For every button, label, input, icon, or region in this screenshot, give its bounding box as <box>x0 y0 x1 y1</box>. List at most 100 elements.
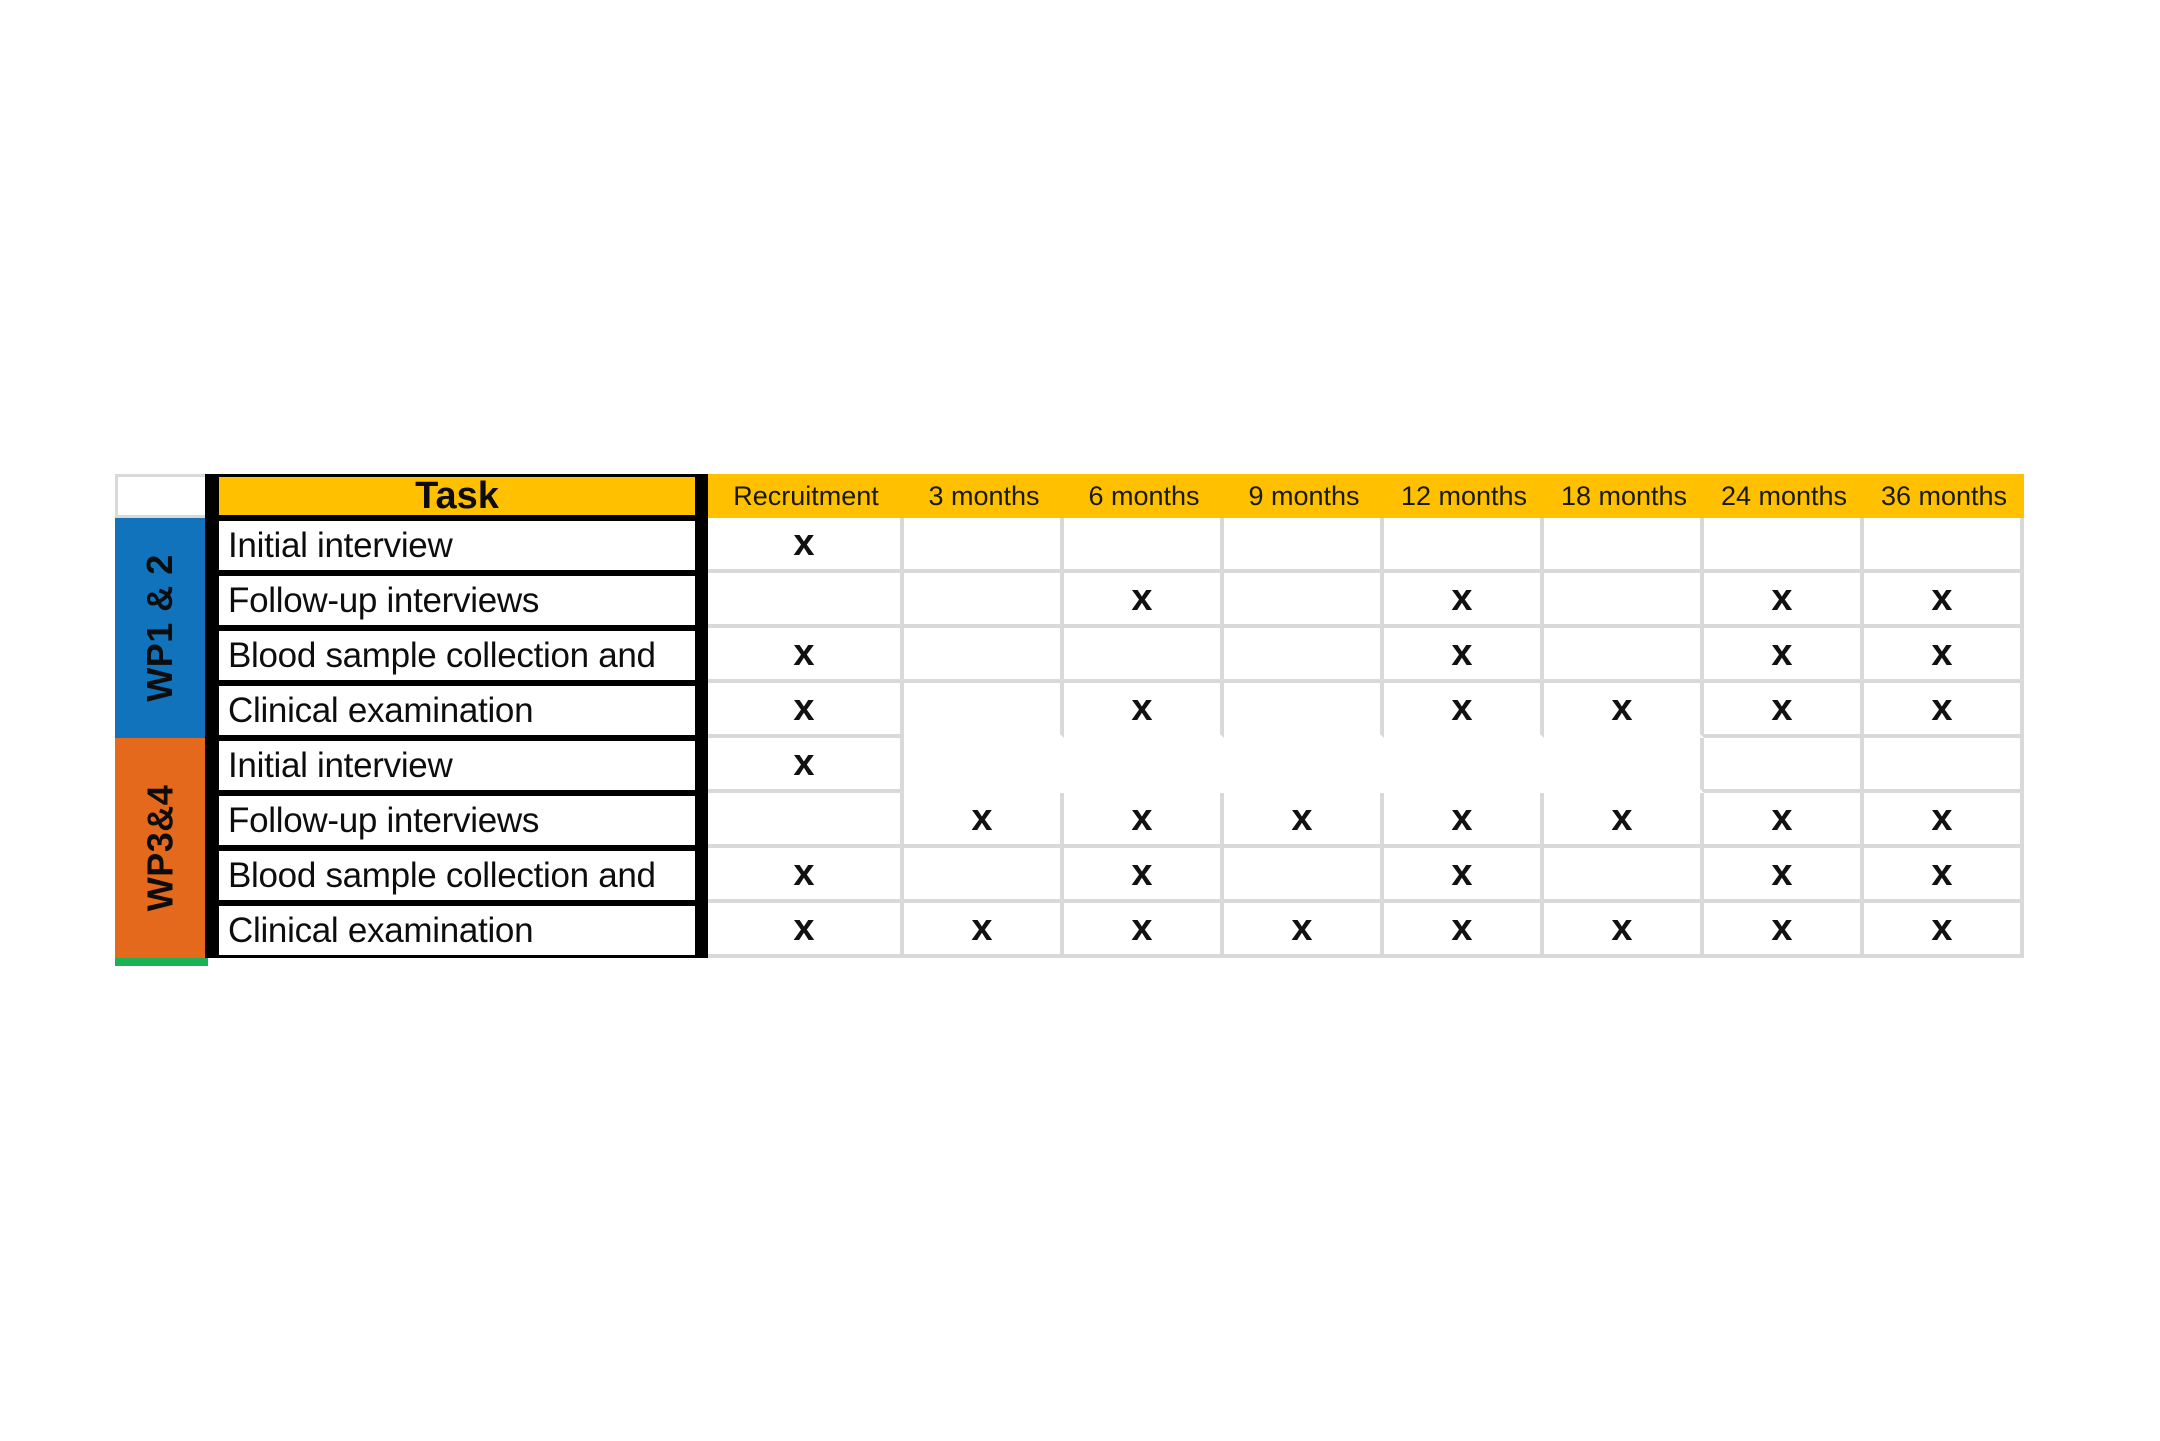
work-package-label: WP3&4 <box>139 784 180 912</box>
mark-cell: x <box>708 738 904 793</box>
mark-cell: x <box>1544 793 1704 848</box>
empty-cell <box>904 683 1064 738</box>
empty-cell <box>1224 573 1384 628</box>
empty-cell <box>1544 573 1704 628</box>
mark-cell: x <box>1704 848 1864 903</box>
mark-cell: x <box>1064 573 1224 628</box>
mark-cell: x <box>708 628 904 683</box>
task-cell: Blood sample collection and <box>216 628 698 683</box>
mark-cell: x <box>1864 573 2024 628</box>
empty-cell <box>1224 848 1384 903</box>
column-header: 24 months <box>1720 480 1848 511</box>
mark-cell: x <box>1384 903 1544 958</box>
mark-cell: x <box>1704 573 1864 628</box>
mark-cell: x <box>708 518 904 573</box>
mark-cell: x <box>1864 903 2024 958</box>
empty-cell <box>1864 738 2024 793</box>
empty-cell <box>904 573 1064 628</box>
right-black-divider <box>698 474 708 958</box>
empty-cell <box>1064 738 1224 793</box>
mark-cell: x <box>1864 628 2024 683</box>
work-package-label: WP1 & 2 <box>139 554 181 702</box>
mark-cell: x <box>1384 793 1544 848</box>
task-cell: Blood sample collection and <box>216 848 698 903</box>
empty-cell <box>904 518 1064 573</box>
task-cell: Clinical examination <box>216 683 698 738</box>
empty-cell <box>1544 848 1704 903</box>
empty-cell <box>1384 518 1544 573</box>
mark-cell: x <box>708 683 904 738</box>
work-package-cell-0: WP1 & 2 <box>115 518 205 738</box>
empty-cell <box>1224 518 1384 573</box>
empty-cell <box>708 573 904 628</box>
corner-cell <box>115 474 205 518</box>
empty-cell <box>1544 738 1704 793</box>
left-black-divider <box>205 474 216 958</box>
empty-cell <box>1384 738 1544 793</box>
column-header: 6 months <box>1088 480 1200 511</box>
mark-cell: x <box>1704 628 1864 683</box>
mark-cell: x <box>1544 683 1704 738</box>
task-cell: Follow-up interviews <box>216 793 698 848</box>
mark-cell: x <box>1064 683 1224 738</box>
empty-cell <box>1064 518 1224 573</box>
empty-cell <box>708 793 904 848</box>
mark-cell: x <box>1064 848 1224 903</box>
empty-cell <box>904 848 1064 903</box>
empty-cell <box>1544 518 1704 573</box>
mark-cell: x <box>1224 903 1384 958</box>
mark-cell: x <box>1704 683 1864 738</box>
mark-cell: x <box>708 903 904 958</box>
column-header: 36 months <box>1880 480 2008 511</box>
column-header: 9 months <box>1248 480 1360 511</box>
mark-cell: x <box>1064 903 1224 958</box>
column-header: Recruitment <box>733 480 879 511</box>
timepoint-header-row: Recruitment 3 months 6 months 9 months 12 mo… <box>708 474 2024 518</box>
column-header: 12 months <box>1400 480 1528 511</box>
task-header-label: Task <box>415 474 499 517</box>
table-row: x <box>708 518 2024 573</box>
empty-cell <box>1224 628 1384 683</box>
task-column: Initial interview Follow-up interviews Blo… <box>216 518 698 958</box>
task-cell: Initial interview <box>216 518 698 573</box>
mark-cell: x <box>1384 573 1544 628</box>
empty-cell <box>1224 683 1384 738</box>
mark-cell: x <box>1544 903 1704 958</box>
mark-cell: x <box>708 848 904 903</box>
empty-cell <box>1704 518 1864 573</box>
work-package-cell-1: WP3&4 <box>115 738 205 958</box>
mark-cell: x <box>1864 683 2024 738</box>
column-header: 3 months <box>928 480 1040 511</box>
mark-cell: x <box>1224 793 1384 848</box>
mark-cell: x <box>1864 793 2024 848</box>
empty-cell <box>904 738 1064 793</box>
empty-cell <box>1064 628 1224 683</box>
empty-cell <box>1864 518 2024 573</box>
mark-cell: x <box>1704 903 1864 958</box>
task-column-header: Task <box>216 474 698 518</box>
green-accent-strip <box>115 958 208 966</box>
column-header: 18 months <box>1560 480 1688 511</box>
mark-cell: x <box>1864 848 2024 903</box>
mark-cell: x <box>1384 628 1544 683</box>
empty-cell <box>1224 738 1384 793</box>
task-cell: Initial interview <box>216 738 698 793</box>
mark-cell: x <box>904 903 1064 958</box>
task-cell: Follow-up interviews <box>216 573 698 628</box>
mark-cell: x <box>1064 793 1224 848</box>
mark-cell: x <box>1704 793 1864 848</box>
task-cell: Clinical examination <box>216 903 698 958</box>
mark-cell: x <box>904 793 1064 848</box>
empty-cell <box>1544 628 1704 683</box>
mark-cell: x <box>1384 683 1544 738</box>
table-row: x <box>708 738 2024 793</box>
empty-cell <box>904 628 1064 683</box>
